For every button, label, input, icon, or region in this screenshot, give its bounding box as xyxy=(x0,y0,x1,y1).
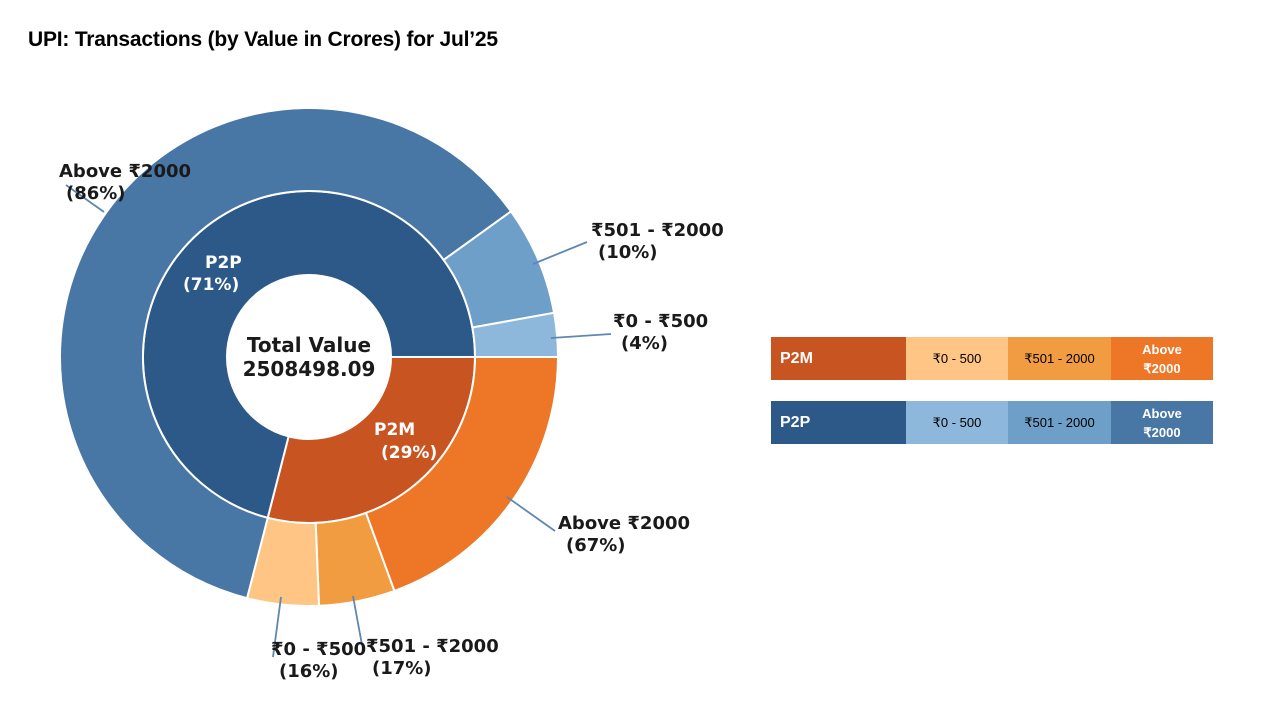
outer-label-p2p-above-2000-leader xyxy=(65,184,105,213)
legend-p2m-0-500: ₹0 - 500 xyxy=(906,337,1008,380)
outer-label-p2p-0-500-pct: (4%) xyxy=(621,333,668,354)
outer-label-p2m-501-2000-pct: (17%) xyxy=(372,658,432,679)
legend-p2m-above-2000: Above ₹2000 xyxy=(1111,337,1213,380)
donut-hole xyxy=(227,275,391,439)
legend-p2m-label: P2M xyxy=(771,337,906,380)
outer-wedge-p2p-501-2000 xyxy=(442,210,556,329)
legend-row-p2p: P2P ₹0 - 500 ₹501 - 2000 Above ₹2000 xyxy=(771,401,1213,444)
legend-p2p-above-line1: Above xyxy=(1142,405,1182,421)
outer-label-p2m-above-2000-leader xyxy=(506,496,556,532)
outer-wedge-p2m-501-2000 xyxy=(314,511,396,607)
outer-label-p2m-0-500-pct: (16%) xyxy=(279,661,339,682)
center-label-total: 2508498.09 xyxy=(243,357,376,381)
outer-label-p2m-501-2000: ₹501 - ₹2000 xyxy=(366,636,499,657)
outer-wedge-p2p-above-2000 xyxy=(59,107,513,600)
center-label-title: Total Value xyxy=(247,333,371,357)
outer-label-p2p-501-2000-leader xyxy=(532,241,588,265)
outer-wedge-p2m-above-2000 xyxy=(364,356,560,593)
legend-p2m-above-line1: Above xyxy=(1142,341,1182,357)
outer-wedge-p2m-0-500 xyxy=(245,516,321,607)
outer-label-p2p-501-2000-pct: (10%) xyxy=(598,242,658,263)
legend-p2p-above-line2: ₹2000 xyxy=(1143,424,1181,440)
outer-label-p2p-0-500: ₹0 - ₹500 xyxy=(613,311,708,332)
outer-label-p2m-0-500-leader xyxy=(272,596,282,658)
legend-p2p-501-2000: ₹501 - 2000 xyxy=(1008,401,1111,444)
outer-wedge-p2p-0-500 xyxy=(471,311,560,358)
outer-label-p2m-above-2000-pct: (67%) xyxy=(566,535,626,556)
inner-pct-p2m: (29%) xyxy=(381,443,437,463)
outer-label-p2p-above-2000-pct: (86%) xyxy=(66,183,126,204)
inner-label-p2p: P2P xyxy=(205,253,242,273)
chart-title: UPI: Transactions (by Value in Crores) f… xyxy=(28,28,498,51)
outer-label-p2m-501-2000-leader xyxy=(352,595,363,646)
inner-label-p2m: P2M xyxy=(374,420,415,440)
outer-label-p2m-above-2000: Above ₹2000 xyxy=(558,513,690,534)
outer-label-p2m-0-500: ₹0 - ₹500 xyxy=(271,639,366,660)
legend-row-p2m: P2M ₹0 - 500 ₹501 - 2000 Above ₹2000 xyxy=(771,337,1213,380)
outer-label-p2p-0-500-leader xyxy=(550,333,612,339)
legend-p2m-above-line2: ₹2000 xyxy=(1143,360,1181,376)
legend-p2p-label: P2P xyxy=(771,401,906,444)
outer-label-p2p-above-2000: Above ₹2000 xyxy=(59,161,191,182)
legend-p2p-above-2000: Above ₹2000 xyxy=(1111,401,1213,444)
legend-p2m-501-2000: ₹501 - 2000 xyxy=(1008,337,1111,380)
outer-label-p2p-501-2000: ₹501 - ₹2000 xyxy=(591,220,724,241)
legend-p2p-0-500: ₹0 - 500 xyxy=(906,401,1008,444)
inner-pct-p2p: (71%) xyxy=(183,275,239,295)
